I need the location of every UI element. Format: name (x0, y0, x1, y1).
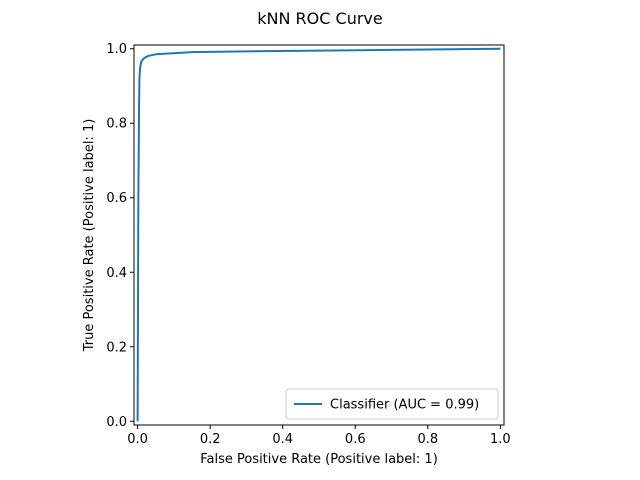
y-tick-label: 0.4 (106, 266, 127, 281)
x-tick-label: 0.0 (127, 432, 148, 447)
plot-area: 0.0 0.2 0.4 0.6 0.8 1.0 0.0 0.2 0.4 0.6 0.8 1.0 (106, 42, 510, 447)
chart-title: kNN ROC Curve (257, 9, 382, 28)
x-tick-label: 0.4 (272, 432, 293, 447)
axes-frame (133, 44, 505, 426)
y-tick-label: 0.6 (106, 191, 127, 206)
roc-curve-line (136, 47, 501, 422)
series-lines (136, 47, 501, 422)
x-axis-label: False Positive Rate (Positive label: 1) (200, 452, 438, 467)
x-tick-label: 0.2 (200, 432, 221, 447)
y-tick-label: 0.2 (106, 340, 127, 355)
legend-box (285, 388, 499, 420)
x-tick-label: 0.6 (345, 432, 366, 447)
y-tick-label: 1.0 (106, 42, 127, 57)
legend: Classifier (AUC = 0.99) (285, 388, 499, 420)
x-tick-label: 0.8 (417, 432, 438, 447)
y-tick-label: 0.0 (106, 415, 127, 430)
legend-entry-label: Classifier (AUC = 0.99) (330, 398, 479, 413)
x-axis-ticks: 0.0 0.2 0.4 0.6 0.8 1.0 (127, 425, 511, 447)
y-axis-label: True Positive Rate (Positive label: 1) (82, 119, 97, 353)
x-tick-label: 1.0 (490, 432, 511, 447)
y-tick-label: 0.8 (106, 117, 127, 132)
y-axis-ticks: 0.0 0.2 0.4 0.6 0.8 1.0 (106, 42, 134, 430)
